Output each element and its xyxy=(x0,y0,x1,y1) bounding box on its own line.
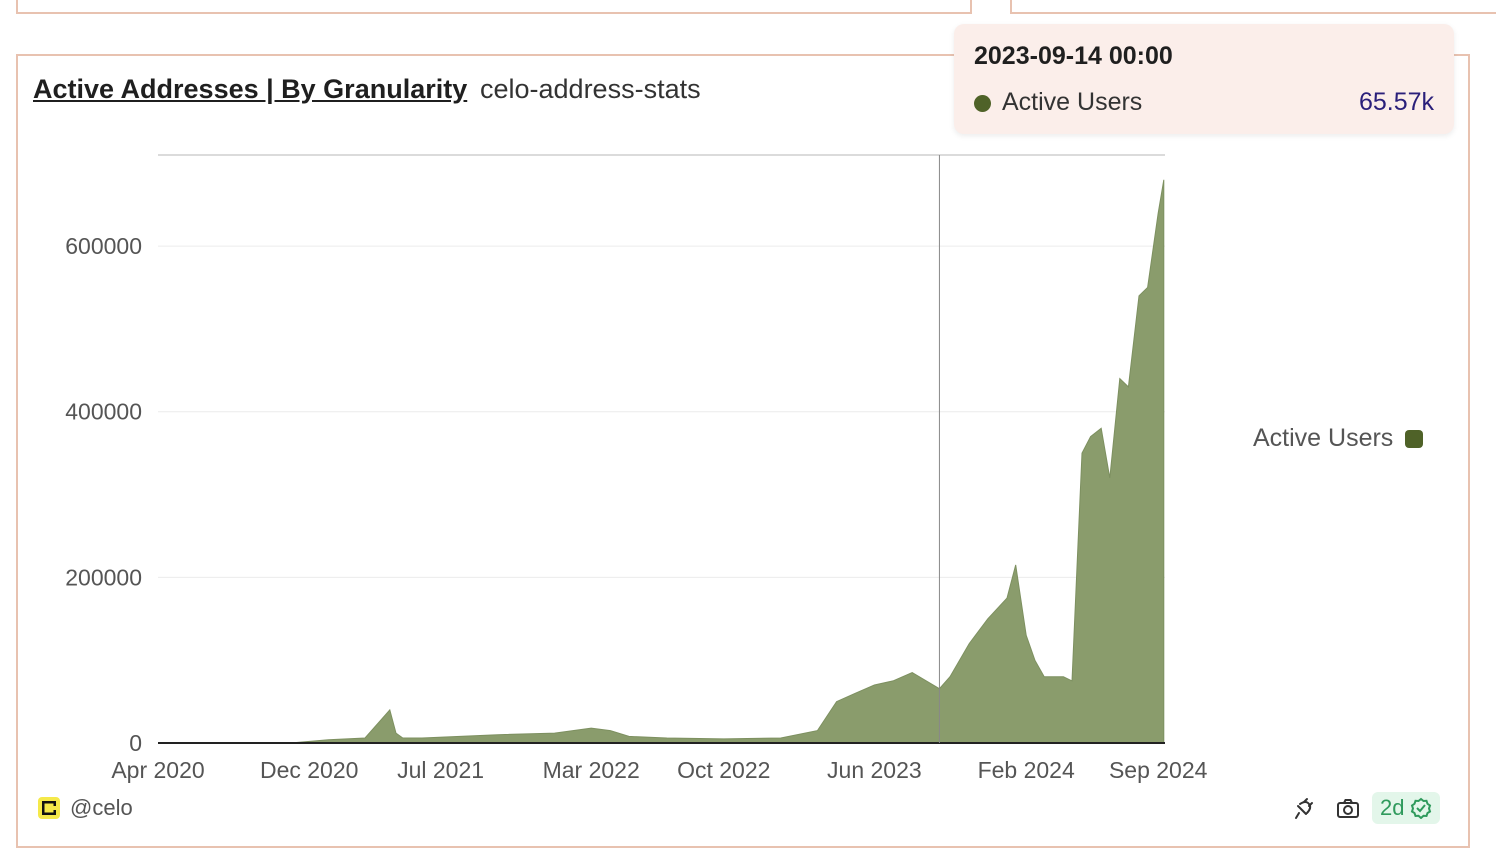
chart-subtitle: celo-address-stats xyxy=(480,74,701,104)
y-tick-label: 400000 xyxy=(65,399,142,425)
tooltip-series-label: Active Users xyxy=(1002,88,1143,116)
tooltip-series-dot xyxy=(974,95,991,112)
x-tick-label: Jul 2021 xyxy=(397,757,484,783)
tooltip-date: 2023-09-14 00:00 xyxy=(974,42,1173,70)
camera-icon[interactable] xyxy=(1335,796,1361,822)
x-tick-label: Oct 2022 xyxy=(677,757,770,783)
y-tick-label: 200000 xyxy=(65,564,142,590)
freshness-age: 2d xyxy=(1380,795,1405,820)
top-card-right xyxy=(1010,0,1496,14)
author-handle-link[interactable]: @celo xyxy=(70,795,133,820)
chart-panel xyxy=(16,54,1470,848)
x-tick-label: Jun 2023 xyxy=(827,757,922,783)
freshness-badge[interactable]: 2d xyxy=(1372,792,1441,824)
celo-logo-icon xyxy=(38,797,60,819)
plug-icon[interactable] xyxy=(1290,796,1316,822)
x-tick-label: Mar 2022 xyxy=(543,757,640,783)
hover-tooltip: 2023-09-14 00:00 Active Users 65.57k xyxy=(954,24,1454,134)
y-tick-label: 0 xyxy=(129,730,142,756)
y-tick-label: 600000 xyxy=(65,233,142,259)
legend-swatch xyxy=(1405,429,1424,448)
tooltip-value: 65.57k xyxy=(1358,88,1434,116)
legend-label: Active Users xyxy=(1253,424,1394,452)
x-tick-label: Sep 2024 xyxy=(1109,757,1208,783)
check-badge-icon xyxy=(1411,797,1432,819)
series-area-active-users xyxy=(158,179,1165,744)
x-tick-label: Feb 2024 xyxy=(978,757,1075,783)
x-tick-label: Dec 2020 xyxy=(260,757,358,783)
legend-item-active-users[interactable]: Active Users xyxy=(1253,424,1424,453)
chart-title-link[interactable]: Active Addresses | By Granularity xyxy=(33,74,468,104)
x-tick-label: Apr 2020 xyxy=(111,757,204,783)
top-card-left xyxy=(16,0,972,14)
